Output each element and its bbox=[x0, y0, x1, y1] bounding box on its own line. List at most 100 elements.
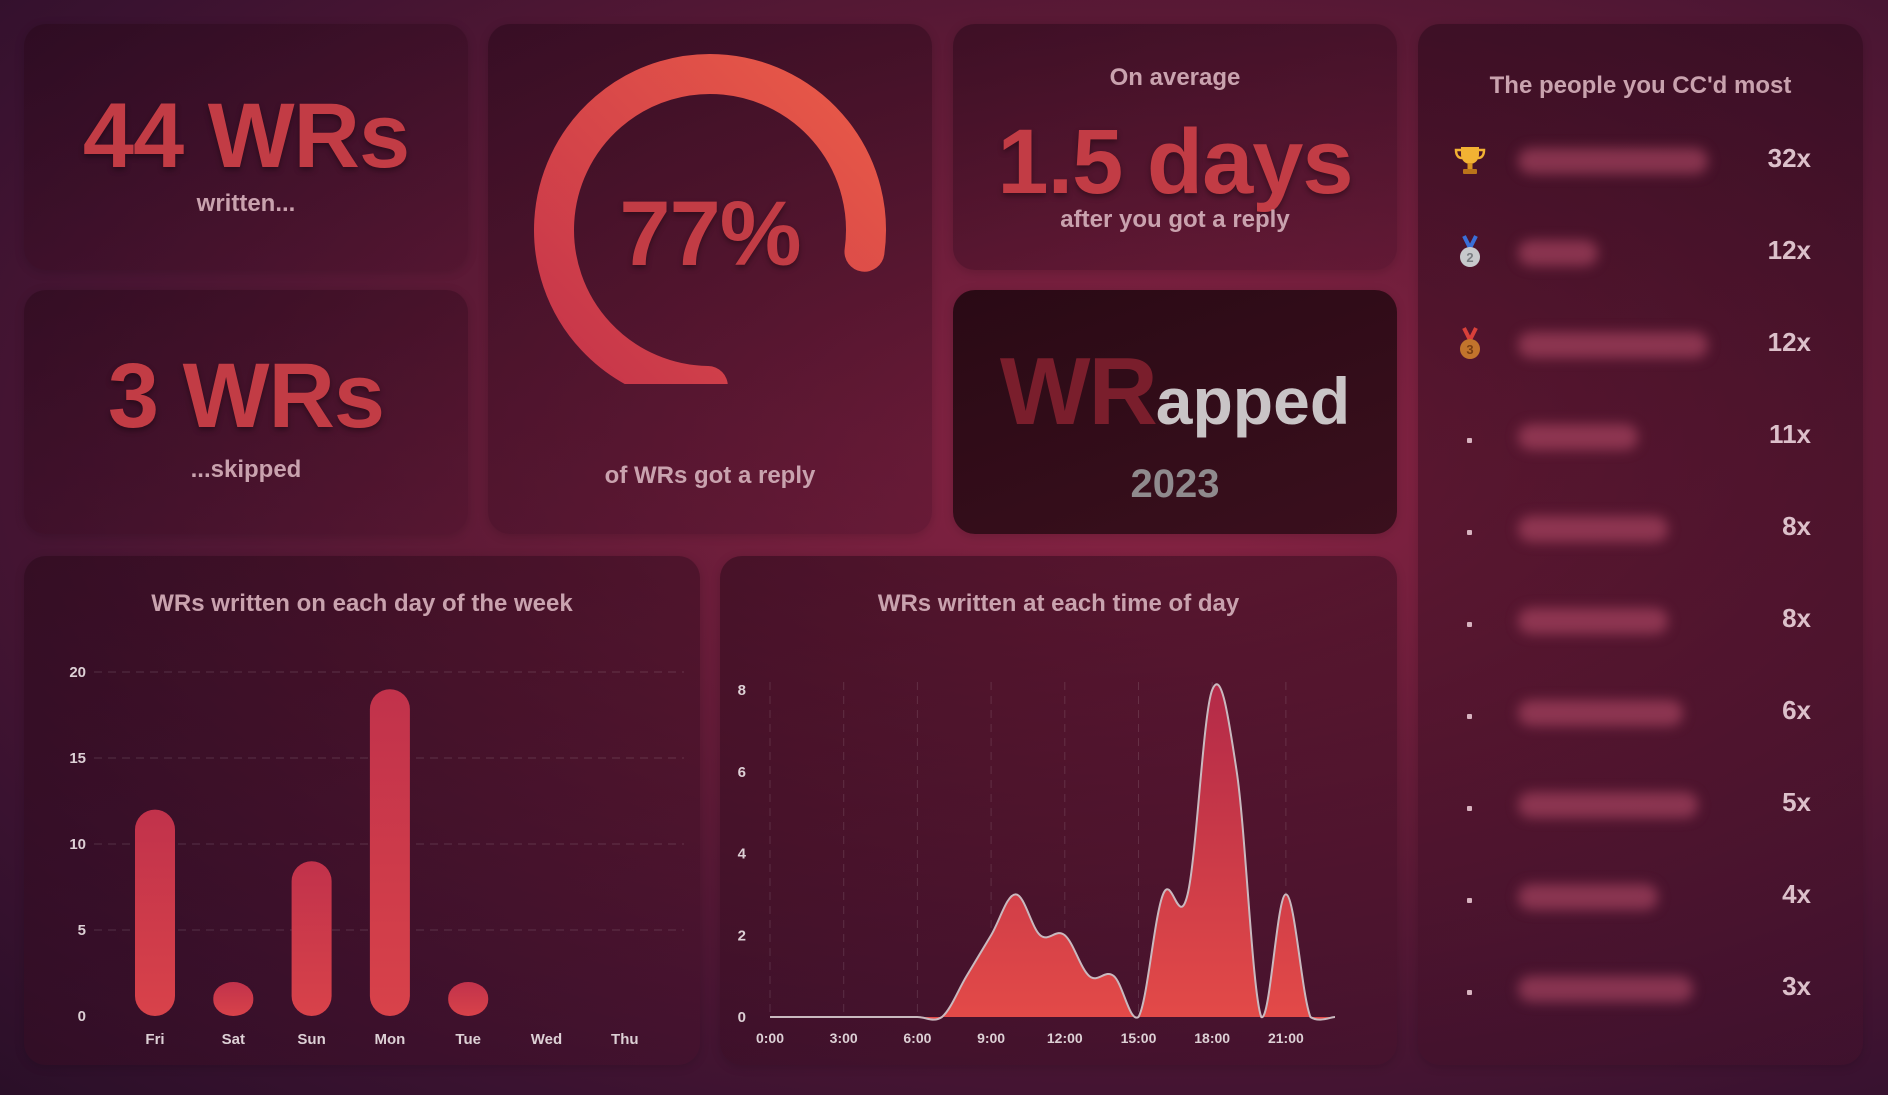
cc-row: 3x bbox=[1418, 964, 1863, 1024]
reply-value: 77% bbox=[619, 183, 801, 285]
x-tick-label: Mon bbox=[374, 1031, 405, 1048]
time-of-day-area bbox=[770, 684, 1335, 1020]
y-tick-label: 10 bbox=[69, 836, 86, 853]
rank-dot-icon bbox=[1467, 714, 1472, 719]
x-tick-label: 6:00 bbox=[903, 1030, 931, 1046]
cc-count: 4x bbox=[1782, 879, 1811, 909]
cc-count: 12x bbox=[1767, 235, 1811, 265]
rank-dot-icon bbox=[1467, 438, 1472, 443]
bar-tue bbox=[448, 982, 489, 1016]
x-tick-label: 21:00 bbox=[1268, 1030, 1304, 1046]
brand-logo: WRapped bbox=[953, 342, 1397, 470]
bar-fri bbox=[135, 809, 175, 1016]
time-of-day-chart-card: WRs written at each time of day 0:00 3:00… bbox=[720, 556, 1397, 1065]
time-of-day-chart-title: WRs written at each time of day bbox=[877, 590, 1240, 617]
time-of-day-line bbox=[770, 683, 1336, 1021]
skipped-caption: ...skipped bbox=[190, 456, 302, 483]
cc-row: 5x bbox=[1418, 780, 1863, 840]
reply-caption: of WRs got a reply bbox=[604, 462, 816, 489]
rank-dot-icon bbox=[1467, 530, 1472, 535]
cc-card: The people you CC'd most 32x 2 12x 3 12x 11x 8… bbox=[1418, 24, 1863, 1065]
cc-person-name-redacted bbox=[1518, 516, 1668, 542]
cc-row: 8x bbox=[1418, 504, 1863, 564]
cc-row: 2 12x bbox=[1418, 228, 1863, 288]
y-tick-label: 5 bbox=[78, 922, 86, 939]
cc-person-name-redacted bbox=[1518, 608, 1668, 634]
y-tick-label: 0 bbox=[78, 1008, 86, 1025]
brand-card: WRapped 2023 bbox=[953, 290, 1397, 534]
cc-person-name-redacted bbox=[1518, 148, 1708, 174]
svg-text:3: 3 bbox=[1466, 342, 1473, 357]
cc-count: 5x bbox=[1782, 787, 1811, 817]
bar-sun bbox=[291, 861, 332, 1016]
time-of-day-area-chart: 0:00 3:00 6:00 9:00 12:00 15:00 18:00 21:00 0 2 4 6… bbox=[738, 682, 1336, 1046]
bar-sat bbox=[213, 982, 254, 1016]
cc-count: 11x bbox=[1769, 419, 1811, 449]
x-tick-label: 15:00 bbox=[1121, 1030, 1157, 1046]
y-tick-label: 20 bbox=[69, 664, 86, 681]
cc-person-name-redacted bbox=[1518, 976, 1693, 1002]
y-tick-label: 6 bbox=[738, 764, 746, 781]
cc-count: 32x bbox=[1767, 143, 1811, 173]
rank-dot-icon bbox=[1467, 622, 1472, 627]
cc-person-name-redacted bbox=[1518, 424, 1638, 450]
cc-row: 6x bbox=[1418, 688, 1863, 748]
rank-dot-icon bbox=[1467, 898, 1472, 903]
trophy-icon bbox=[1454, 147, 1486, 174]
y-tick-label: 2 bbox=[738, 927, 746, 944]
cc-count: 12x bbox=[1767, 327, 1811, 357]
cc-person-name-redacted bbox=[1518, 332, 1708, 358]
cc-row: 3 12x bbox=[1418, 320, 1863, 380]
cc-count: 6x bbox=[1782, 695, 1811, 725]
x-tick-label: Sat bbox=[222, 1031, 245, 1048]
written-value: 44 WRs bbox=[82, 85, 410, 187]
y-tick-label: 15 bbox=[69, 750, 86, 767]
y-tick-label: 0 bbox=[738, 1009, 746, 1026]
x-tick-label: Tue bbox=[455, 1031, 481, 1048]
x-tick-label: 12:00 bbox=[1047, 1030, 1083, 1046]
x-tick-label: Fri bbox=[145, 1031, 164, 1048]
bronze-medal-icon: 3 bbox=[1460, 327, 1480, 359]
written-caption: written... bbox=[196, 190, 296, 217]
y-tick-label: 4 bbox=[738, 846, 747, 863]
x-tick-label: 0:00 bbox=[756, 1030, 784, 1046]
reply-rate-card: 77% of WRs got a reply bbox=[488, 24, 932, 534]
average-card: On average 1.5 days after you got a repl… bbox=[953, 24, 1397, 270]
bar-mon bbox=[369, 689, 410, 1016]
rank-dot-icon bbox=[1467, 990, 1472, 995]
cc-title: The people you CC'd most bbox=[1489, 72, 1792, 99]
x-tick-label: 3:00 bbox=[830, 1030, 858, 1046]
cc-count: 8x bbox=[1782, 511, 1811, 541]
reply-gauge bbox=[534, 54, 886, 384]
rank-dot-icon bbox=[1467, 806, 1472, 811]
silver-medal-icon: 2 bbox=[1460, 235, 1480, 267]
average-pre: On average bbox=[1109, 64, 1241, 91]
average-value: 1.5 days bbox=[997, 111, 1353, 213]
skipped-card: 3 WRs ...skipped bbox=[24, 290, 468, 534]
skipped-value: 3 WRs bbox=[107, 345, 385, 447]
cc-person-name-redacted bbox=[1518, 792, 1698, 818]
cc-row: 32x bbox=[1418, 136, 1863, 196]
weekday-chart-title: WRs written on each day of the week bbox=[151, 590, 573, 617]
reply-gauge-arc bbox=[534, 54, 886, 384]
brand-logo-apped: apped bbox=[1155, 364, 1351, 438]
x-tick-label: 18:00 bbox=[1194, 1030, 1230, 1046]
brand-year: 2023 bbox=[1130, 462, 1220, 506]
cc-person-name-redacted bbox=[1518, 240, 1598, 266]
average-caption: after you got a reply bbox=[1060, 206, 1290, 233]
x-tick-label: Thu bbox=[611, 1031, 639, 1048]
y-tick-label: 8 bbox=[738, 682, 746, 699]
weekday-bar-chart: 0 5 10 15 20 Fri Sat Sun Mon Tue Wed Thu bbox=[69, 664, 684, 1048]
x-tick-label: 9:00 bbox=[977, 1030, 1005, 1046]
written-card: 44 WRs written... bbox=[24, 24, 468, 270]
weekday-chart-card: WRs written on each day of the week 0 5 10… bbox=[24, 556, 700, 1065]
cc-person-name-redacted bbox=[1518, 700, 1683, 726]
cc-row: 4x bbox=[1418, 872, 1863, 932]
cc-person-name-redacted bbox=[1518, 884, 1658, 910]
cc-row: 11x bbox=[1418, 412, 1863, 472]
cc-row: 8x bbox=[1418, 596, 1863, 656]
x-tick-label: Sun bbox=[297, 1031, 325, 1048]
x-tick-label: Wed bbox=[531, 1031, 562, 1048]
svg-text:2: 2 bbox=[1466, 250, 1473, 265]
cc-count: 8x bbox=[1782, 603, 1811, 633]
